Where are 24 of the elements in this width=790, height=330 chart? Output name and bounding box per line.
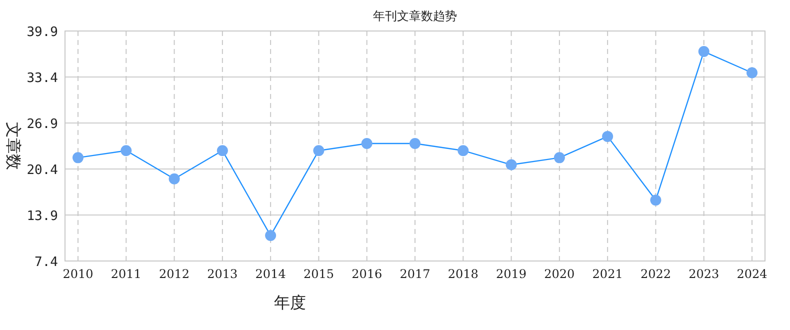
y-tick-label: 39.9 [26,25,58,40]
x-tick-label: 2010 [62,267,94,281]
x-tick-label: 2023 [688,267,720,281]
y-axis-title: 文章数 [4,122,23,170]
x-tick-label: 2018 [448,267,478,281]
x-tick-label: 2019 [496,267,527,281]
x-tick-label: 2015 [303,267,334,281]
chart-title: 年刊文章数趋势 [373,9,457,23]
y-tick-label: 26.9 [26,117,58,132]
y-tick-label: 33.4 [26,71,58,86]
x-tick-label: 2014 [255,267,286,281]
x-tick-label: 2020 [544,267,575,281]
x-axis-title: 年度 [274,293,306,312]
x-tick-label: 2022 [640,267,671,281]
x-tick-label: 2017 [400,267,430,281]
y-tick-label: 13.9 [26,209,58,224]
x-tick-label: 2016 [352,267,382,281]
x-tick-label: 2013 [207,267,238,281]
x-tick-label: 2021 [592,267,623,281]
x-tick-label: 2012 [159,267,190,281]
y-tick-label: 20.4 [26,163,58,178]
y-tick-label: 7.4 [34,255,58,270]
x-tick-label: 2011 [110,267,142,281]
x-tick-label: 2024 [736,267,768,281]
